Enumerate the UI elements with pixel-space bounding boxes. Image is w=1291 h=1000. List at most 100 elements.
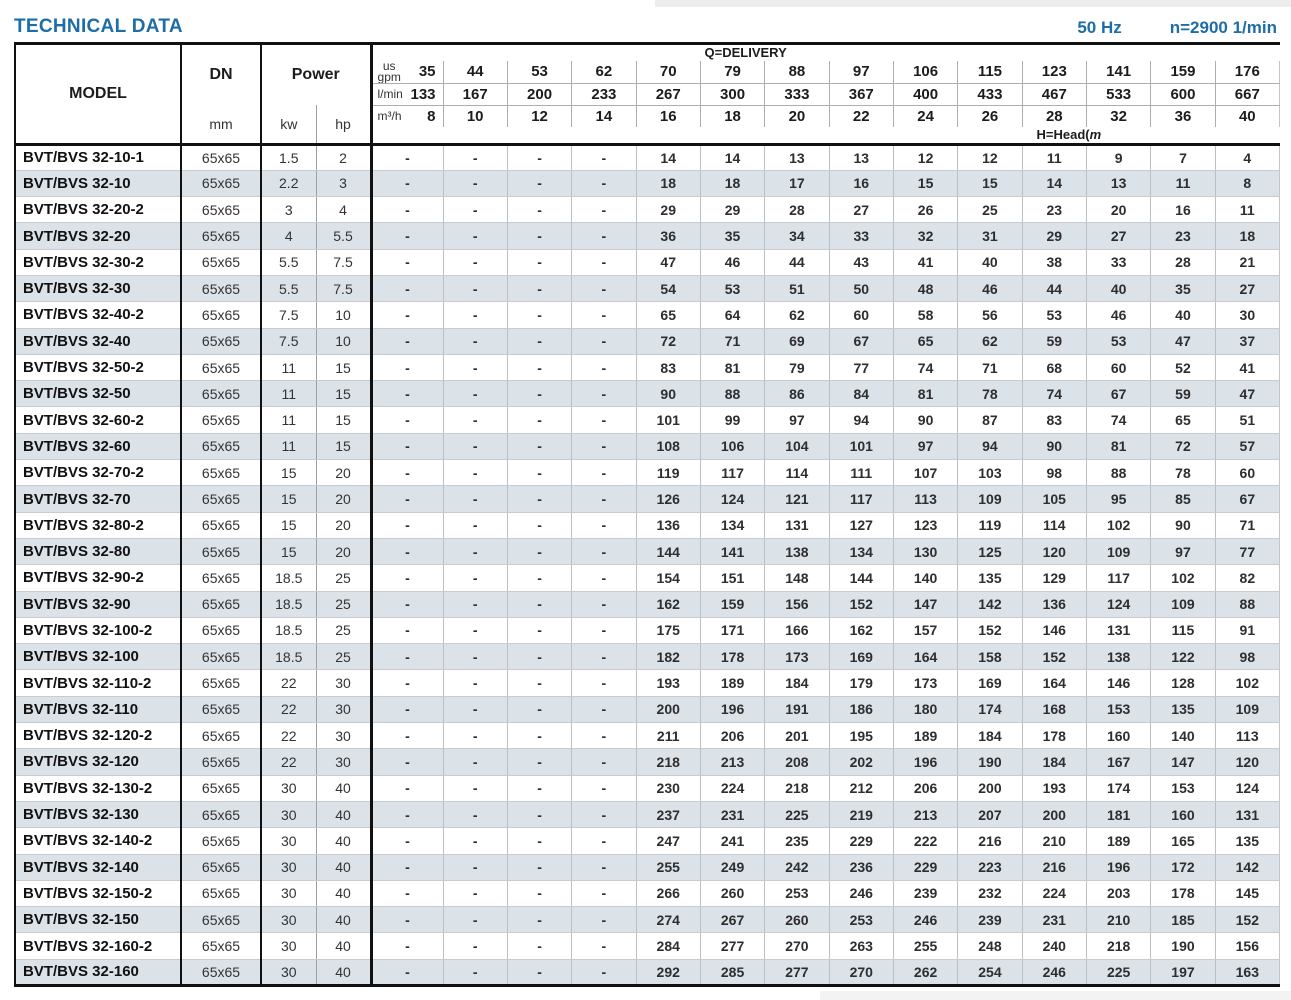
head-value-cell: 46 [1086, 301, 1152, 329]
dn-cell: 65x65 [181, 538, 262, 566]
head-value-cell: - [443, 959, 508, 986]
head-value-cell: - [371, 722, 444, 750]
head-value-cell: - [371, 748, 444, 776]
head-value-cell: 134 [700, 512, 766, 539]
head-value-cell: 12 [893, 144, 959, 171]
head-value-cell: - [571, 249, 637, 276]
hp-cell: 15 [316, 433, 373, 461]
kw-cell: 5.5 [261, 275, 317, 303]
head-value-cell: 200 [636, 696, 701, 724]
q-m3h-value: 20 [764, 105, 830, 127]
head-value-cell: 106 [700, 433, 766, 461]
head-value-cell: 65 [636, 301, 701, 329]
frequency-group: 50 Hz n=2900 1/min [1077, 18, 1277, 38]
head-value-cell: - [571, 144, 637, 171]
head-value-cell: - [371, 959, 444, 986]
head-value-cell: - [443, 380, 508, 408]
head-value-cell: - [443, 722, 508, 750]
head-value-cell: 51 [764, 275, 830, 303]
head-value-cell: 141 [700, 538, 766, 566]
table-row: BVT/BVS 32-100 65x65 18.5 25- - - -182 178 173 16… [15, 643, 1281, 671]
model-cell: BVT/BVS 32-90-2 [15, 564, 182, 592]
head-value-cell: 193 [1022, 775, 1087, 802]
hp-cell: 25 [316, 591, 373, 618]
head-value-cell: - [507, 328, 573, 355]
head-value-cell: 174 [957, 696, 1023, 724]
head-value-cell: - [443, 854, 508, 881]
head-value-cell: 21 [1215, 249, 1281, 276]
head-value-cell: 145 [1215, 880, 1281, 908]
head-value-cell: - [507, 170, 573, 198]
head-value-cell: 81 [893, 380, 959, 408]
head-value-cell: 44 [764, 249, 830, 276]
hp-cell: 15 [316, 406, 373, 434]
head-value-cell: - [507, 301, 573, 329]
q-gpm-value: 70 [636, 60, 701, 84]
table-row: BVT/BVS 32-150 65x65 30 40- - - -274 267 260 253 2… [15, 906, 1281, 934]
head-value-cell: 90 [1150, 512, 1216, 539]
head-value-cell: - [371, 591, 444, 618]
head-value-cell: 206 [700, 722, 766, 750]
head-value-cell: - [371, 854, 444, 881]
head-value-cell: 44 [1022, 275, 1087, 303]
head-value-cell: 67 [829, 328, 894, 355]
model-cell: BVT/BVS 32-50 [15, 380, 182, 408]
head-value-cell: - [371, 170, 444, 198]
head-value-cell: - [443, 669, 508, 697]
model-cell: BVT/BVS 32-120 [15, 748, 182, 776]
q-delivery-title-row: MODEL DN Power Q=DELIVERY [15, 43, 1280, 144]
dn-cell: 65x65 [181, 170, 262, 198]
head-value-cell: 154 [636, 564, 701, 592]
head-value-cell: 40 [957, 249, 1023, 276]
head-value-cell: - [371, 354, 444, 382]
head-value-cell: - [571, 775, 637, 802]
head-value-cell: 26 [893, 196, 959, 224]
head-value-cell: 41 [893, 249, 959, 276]
model-cell: BVT/BVS 32-130-2 [15, 775, 182, 802]
table-row: BVT/BVS 32-120-2 65x65 22 30- - - -211 206 201 19… [15, 722, 1281, 750]
head-value-cell: - [371, 801, 444, 829]
kw-cell: 7.5 [261, 328, 317, 355]
head-value-cell: 117 [829, 485, 894, 513]
head-value-cell: - [571, 354, 637, 382]
table-row: BVT/BVS 32-140 65x65 30 40- - - -255 249 242 236 2… [15, 854, 1281, 881]
head-value-cell: - [507, 354, 573, 382]
head-value-cell: - [443, 617, 508, 645]
head-value-cell: 15 [957, 170, 1023, 198]
head-value-cell: 78 [957, 380, 1023, 408]
head-value-cell: 74 [893, 354, 959, 382]
kw-cell: 30 [261, 827, 317, 855]
head-value-cell: 153 [1150, 775, 1216, 802]
column-header-model: MODEL [15, 43, 182, 144]
head-value-cell: 260 [764, 906, 830, 934]
head-value-cell: 206 [893, 775, 959, 802]
kw-cell: 15 [261, 485, 317, 513]
head-value-cell: 146 [1022, 617, 1087, 645]
q-gpm-value: 159 [1150, 60, 1216, 84]
head-value-cell: - [371, 196, 444, 224]
dn-cell: 65x65 [181, 775, 262, 802]
head-value-cell: - [371, 669, 444, 697]
head-value-cell: 60 [829, 301, 894, 329]
q-gpm-value: 123 [1022, 60, 1087, 84]
head-value-cell: 69 [764, 328, 830, 355]
model-cell: BVT/BVS 32-20 [15, 222, 182, 250]
head-value-cell: 148 [764, 564, 830, 592]
head-value-cell: 65 [1150, 406, 1216, 434]
q-gpm-value: 79 [700, 60, 766, 84]
head-value-cell: 13 [829, 144, 894, 171]
q-m3h-value: 14 [571, 105, 637, 127]
head-value-cell: 11 [1150, 170, 1216, 198]
head-value-cell: 197 [1150, 959, 1216, 986]
head-value-cell: 270 [764, 932, 830, 960]
head-value-cell: - [571, 380, 637, 408]
kw-cell: 18.5 [261, 564, 317, 592]
head-value-cell: 142 [1215, 854, 1281, 881]
head-value-cell: 87 [957, 406, 1023, 434]
head-value-cell: 164 [893, 643, 959, 671]
head-value-cell: 147 [1150, 748, 1216, 776]
head-value-cell: - [371, 249, 444, 276]
head-value-cell: 11 [1022, 144, 1087, 171]
q-lmin-value: 267 [636, 83, 701, 106]
table-row: BVT/BVS 32-140-2 65x65 30 40- - - -247 241 235 22… [15, 827, 1281, 855]
